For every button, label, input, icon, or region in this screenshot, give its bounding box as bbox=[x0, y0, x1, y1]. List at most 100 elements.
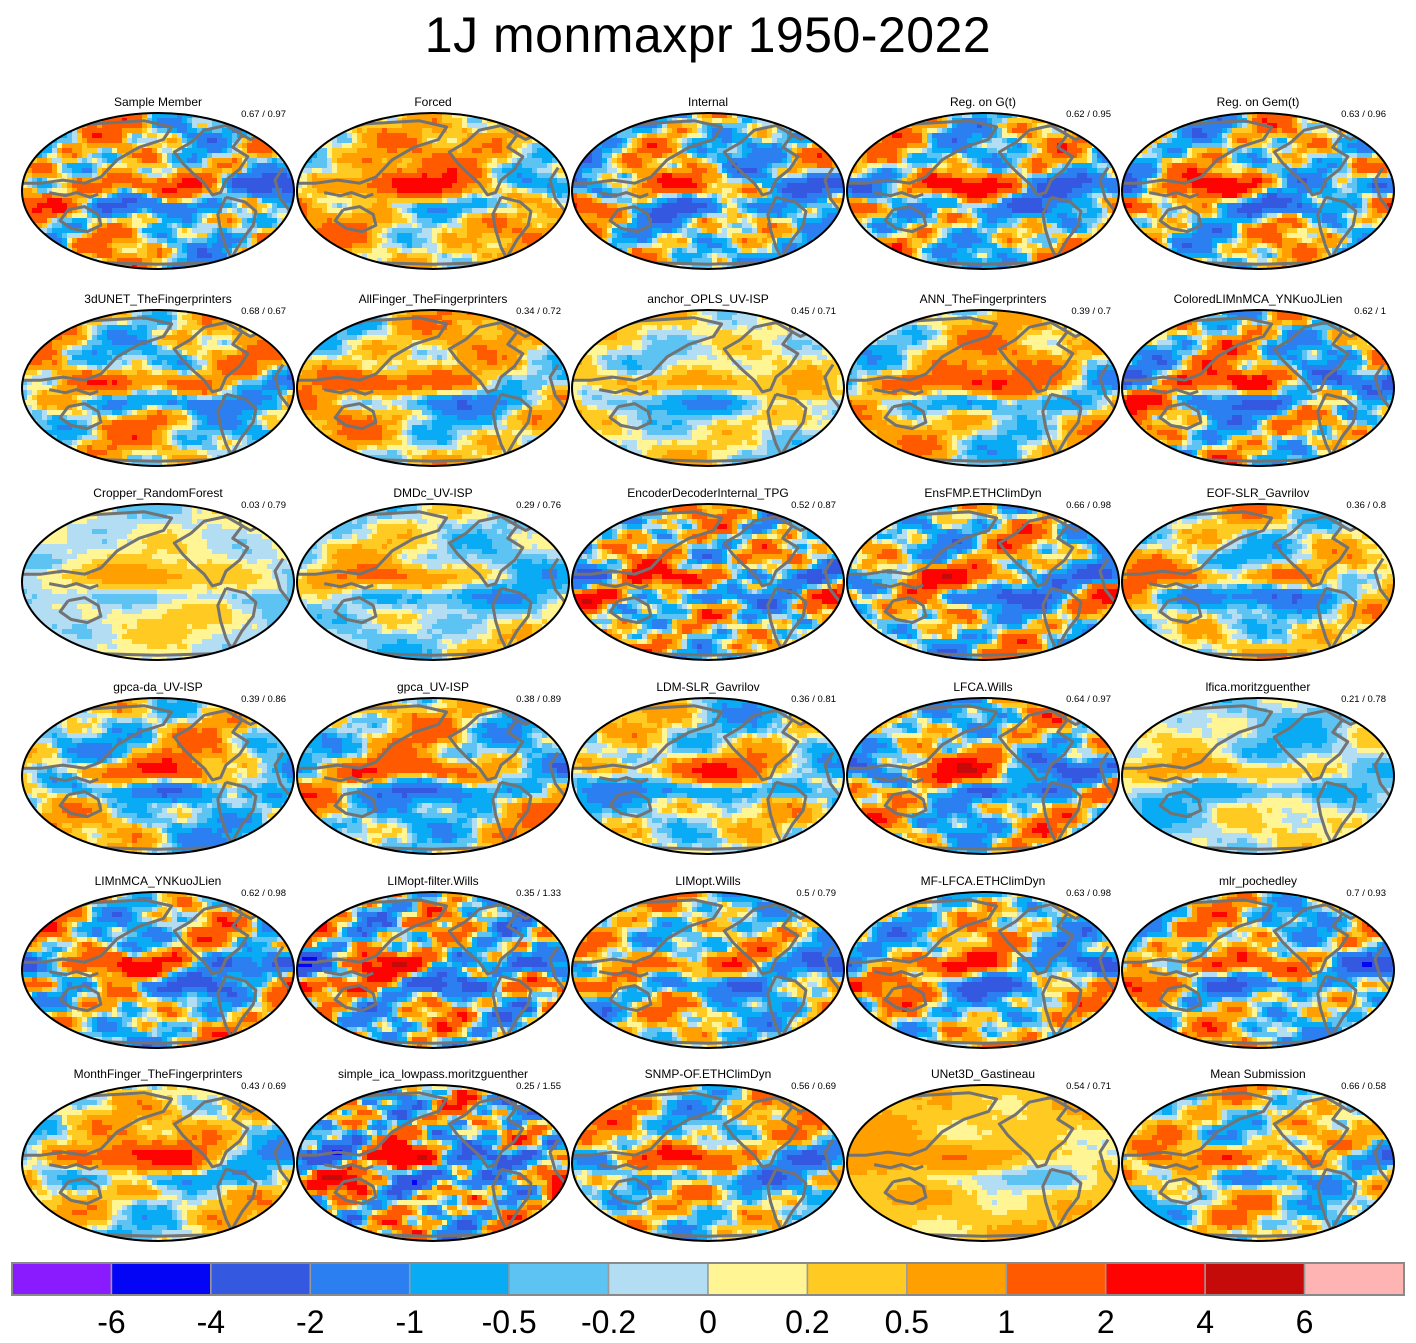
colorbar-tick-label: 6 bbox=[1296, 1304, 1314, 1340]
panel-title: ColoredLIMnMCA_YNKuoJLien bbox=[1174, 292, 1343, 306]
map-border bbox=[296, 697, 570, 855]
map-border bbox=[21, 112, 295, 270]
map-panel: Forced bbox=[296, 95, 570, 270]
panel-title: mlr_pochedley bbox=[1219, 874, 1297, 888]
map-border bbox=[21, 891, 295, 1049]
map-border bbox=[571, 697, 845, 855]
panel-title: MF-LFCA.ETHClimDyn bbox=[921, 874, 1046, 888]
map-border bbox=[296, 1084, 570, 1242]
colorbar-tick-label: 0.2 bbox=[785, 1304, 829, 1340]
panel-title: Sample Member bbox=[114, 95, 202, 109]
map-border bbox=[571, 503, 845, 661]
colorbar-swatch bbox=[1005, 1262, 1107, 1296]
map-panel: lfica.moritzguenther 0.21 / 0.78 bbox=[1121, 680, 1395, 855]
panel-score: 0.64 / 0.97 bbox=[1066, 694, 1111, 705]
map-border bbox=[846, 309, 1120, 467]
panel-score: 0.29 / 0.76 bbox=[516, 500, 561, 511]
panel-score: 0.36 / 0.8 bbox=[1346, 500, 1386, 511]
colorbar-tick-label: 4 bbox=[1196, 1304, 1214, 1340]
map-panel: anchor_OPLS_UV-ISP 0.45 / 0.71 bbox=[571, 292, 845, 467]
colorbar-tick-label: -1 bbox=[395, 1304, 423, 1340]
map-panel: Mean Submission 0.66 / 0.58 bbox=[1121, 1067, 1395, 1242]
map-panel: mlr_pochedley 0.7 / 0.93 bbox=[1121, 874, 1395, 1049]
panel-score: 0.38 / 0.89 bbox=[516, 694, 561, 705]
panel-title: ANN_TheFingerprinters bbox=[920, 292, 1047, 306]
panel-score: 0.56 / 0.69 bbox=[791, 1081, 836, 1092]
panel-score: 0.39 / 0.7 bbox=[1071, 306, 1111, 317]
map-panel: ANN_TheFingerprinters 0.39 / 0.7 bbox=[846, 292, 1120, 467]
panel-title: EncoderDecoderInternal_TPG bbox=[627, 486, 788, 500]
colorbar-tick-label: 2 bbox=[1097, 1304, 1115, 1340]
map-border bbox=[571, 1084, 845, 1242]
panel-score: 0.25 / 1.55 bbox=[516, 1081, 561, 1092]
colorbar-swatch bbox=[110, 1262, 212, 1296]
colorbar-tick-label: 0.5 bbox=[885, 1304, 929, 1340]
panel-title: EnsFMP.ETHClimDyn bbox=[924, 486, 1041, 500]
map-border bbox=[21, 309, 295, 467]
map-panel: LIMopt.Wills 0.5 / 0.79 bbox=[571, 874, 845, 1049]
panel-score: 0.66 / 0.98 bbox=[1066, 500, 1111, 511]
panel-score: 0.03 / 0.79 bbox=[241, 500, 286, 511]
map-border bbox=[1121, 891, 1395, 1049]
colorbar-swatch bbox=[906, 1262, 1008, 1296]
panel-title: lfica.moritzguenther bbox=[1206, 680, 1311, 694]
map-border bbox=[846, 1084, 1120, 1242]
panel-title: DMDc_UV-ISP bbox=[393, 486, 472, 500]
panel-score: 0.43 / 0.69 bbox=[241, 1081, 286, 1092]
map-panel: DMDc_UV-ISP 0.29 / 0.76 bbox=[296, 486, 570, 661]
panel-title: Internal bbox=[688, 95, 728, 109]
panel-title: SNMP-OF.ETHClimDyn bbox=[645, 1067, 772, 1081]
panel-score: 0.63 / 0.96 bbox=[1341, 109, 1386, 120]
colorbar-tick-label: -0.5 bbox=[482, 1304, 537, 1340]
panel-title: LIMnMCA_YNKuoJLien bbox=[95, 874, 222, 888]
colorbar-swatch bbox=[408, 1262, 510, 1296]
map-border bbox=[571, 112, 845, 270]
map-border bbox=[846, 697, 1120, 855]
map-field bbox=[572, 1085, 844, 1241]
panel-score: 0.5 / 0.79 bbox=[796, 888, 836, 899]
panel-title: LIMopt-filter.Wills bbox=[387, 874, 478, 888]
map-panel: 3dUNET_TheFingerprinters 0.68 / 0.67 bbox=[21, 292, 295, 467]
panel-score: 0.63 / 0.98 bbox=[1066, 888, 1111, 899]
map-panel: LIMopt-filter.Wills 0.35 / 1.33 bbox=[296, 874, 570, 1049]
panel-score: 0.39 / 0.86 bbox=[241, 694, 286, 705]
colorbar-swatch bbox=[1303, 1262, 1405, 1296]
map-panel: EOF-SLR_Gavrilov 0.36 / 0.8 bbox=[1121, 486, 1395, 661]
colorbar-tick-label: -2 bbox=[296, 1304, 324, 1340]
map-border bbox=[571, 891, 845, 1049]
map-field bbox=[847, 310, 1119, 466]
colorbar: -6 -4 -2 -1 -0.5 -0.2 0 0.2 0.5 1 2 4 6 bbox=[11, 1262, 1405, 1340]
colorbar-tick-label: 0 bbox=[699, 1304, 717, 1340]
map-border bbox=[846, 891, 1120, 1049]
map-panel: UNet3D_Gastineau 0.54 / 0.71 bbox=[846, 1067, 1120, 1242]
map-panel: gpca-da_UV-ISP 0.39 / 0.86 bbox=[21, 680, 295, 855]
map-panel: EnsFMP.ETHClimDyn 0.66 / 0.98 bbox=[846, 486, 1120, 661]
map-panel: Internal bbox=[571, 95, 845, 270]
map-panel: LIMnMCA_YNKuoJLien 0.62 / 0.98 bbox=[21, 874, 295, 1049]
map-panel: Reg. on Gem(t) 0.63 / 0.96 bbox=[1121, 95, 1395, 270]
panel-title: Forced bbox=[414, 95, 451, 109]
panel-score: 0.54 / 0.71 bbox=[1066, 1081, 1111, 1092]
map-panel: Sample Member 0.67 / 0.97 bbox=[21, 95, 295, 270]
map-border bbox=[1121, 1084, 1395, 1242]
colorbar-tick-label: -6 bbox=[97, 1304, 125, 1340]
panel-title: AllFinger_TheFingerprinters bbox=[359, 292, 508, 306]
map-panel: AllFinger_TheFingerprinters 0.34 / 0.72 bbox=[296, 292, 570, 467]
colorbar-tick-label: -4 bbox=[197, 1304, 225, 1340]
panel-title: 3dUNET_TheFingerprinters bbox=[84, 292, 231, 306]
colorbar-swatch bbox=[210, 1262, 312, 1296]
map-border bbox=[296, 309, 570, 467]
map-field bbox=[572, 310, 844, 466]
colorbar-swatch bbox=[1204, 1262, 1306, 1296]
map-border bbox=[296, 891, 570, 1049]
panel-score: 0.34 / 0.72 bbox=[516, 306, 561, 317]
colorbar-swatch bbox=[508, 1262, 610, 1296]
colorbar-swatch bbox=[707, 1262, 809, 1296]
panel-score: 0.68 / 0.67 bbox=[241, 306, 286, 317]
panel-score: 0.52 / 0.87 bbox=[791, 500, 836, 511]
panel-title: simple_ica_lowpass.moritzguenther bbox=[338, 1067, 528, 1081]
map-field bbox=[847, 1085, 1119, 1241]
panel-score: 0.67 / 0.97 bbox=[241, 109, 286, 120]
